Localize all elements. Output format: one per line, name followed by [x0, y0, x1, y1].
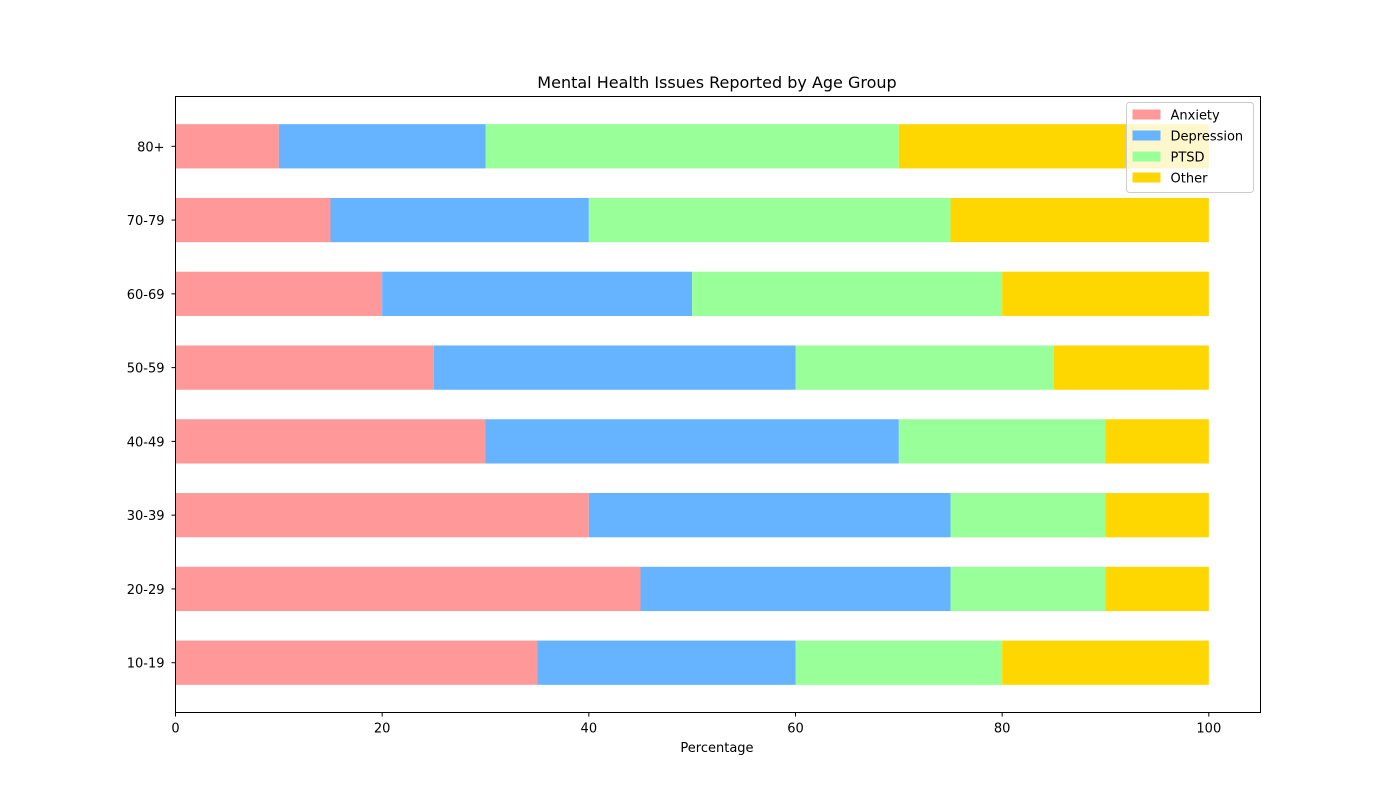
bar-ptsd-10-19 [795, 640, 1003, 685]
y-tick-label: 10-19 [127, 657, 165, 672]
x-tick-label: 100 [1196, 722, 1221, 737]
bar-anxiety-40-49 [175, 419, 486, 464]
bar-depression-10-19 [537, 640, 796, 685]
bar-ptsd-70-79 [588, 197, 951, 243]
bar-other-40-49 [1105, 419, 1209, 464]
legend-label-other: Other [1171, 172, 1209, 187]
legend-swatch-anxiety [1132, 109, 1161, 120]
bar-depression-60-69 [382, 271, 693, 316]
bar-anxiety-50-59 [175, 345, 434, 390]
bar-ptsd-30-39 [950, 493, 1106, 538]
bar-ptsd-40-49 [898, 419, 1106, 464]
legend: Anxiety Depression PTSD Other [1126, 102, 1254, 193]
x-tick-label: 40 [581, 722, 598, 737]
x-tick-label: 20 [374, 722, 391, 737]
bar-other-50-59 [1053, 345, 1209, 390]
bar-ptsd-50-59 [795, 345, 1054, 390]
y-tick-label: 50-59 [127, 362, 165, 377]
legend-swatch-other [1132, 172, 1161, 183]
bars-layer [175, 124, 1209, 685]
bar-anxiety-80+ [175, 124, 279, 169]
bar-depression-80+ [278, 124, 486, 169]
bar-ptsd-80+ [485, 124, 899, 169]
bar-other-20-29 [1105, 566, 1209, 612]
axes-frame [175, 96, 1261, 713]
legend-box [1126, 102, 1254, 193]
legend-label-anxiety: Anxiety [1171, 109, 1221, 124]
bar-other-70-79 [950, 197, 1209, 243]
bar-other-30-39 [1105, 493, 1209, 538]
legend-label-depression: Depression [1171, 130, 1244, 145]
bar-other-10-19 [1002, 640, 1209, 685]
y-tick-label: 40-49 [127, 435, 165, 450]
bar-anxiety-70-79 [175, 197, 331, 243]
x-tick-label: 80 [994, 722, 1011, 737]
bar-anxiety-10-19 [175, 640, 538, 685]
bar-ptsd-20-29 [950, 566, 1106, 612]
bar-ptsd-60-69 [692, 271, 1003, 316]
bar-other-60-69 [1002, 271, 1209, 316]
bar-depression-40-49 [485, 419, 899, 464]
chart-title: Mental Health Issues Reported by Age Gro… [537, 73, 896, 92]
x-tick-label: 0 [171, 722, 179, 737]
legend-label-ptsd: PTSD [1171, 151, 1205, 166]
y-tick-label: 70-79 [127, 214, 165, 229]
y-tick-label: 60-69 [127, 288, 165, 303]
x-tick-label: 60 [787, 722, 804, 737]
x-axis-label: Percentage [680, 741, 753, 756]
bar-depression-20-29 [640, 566, 951, 612]
bar-anxiety-20-29 [175, 566, 641, 612]
bar-anxiety-60-69 [175, 271, 383, 316]
x-axis: 0 20 40 60 80 100 [171, 712, 1221, 737]
y-tick-label: 20-29 [127, 583, 165, 598]
bar-depression-50-59 [433, 345, 796, 390]
bar-depression-30-39 [588, 493, 951, 538]
bar-anxiety-30-39 [175, 493, 589, 538]
y-axis: 10-19 20-29 30-39 40-49 50-59 60-69 70-79 80+ [127, 140, 176, 672]
y-tick-label: 30-39 [127, 509, 165, 524]
legend-swatch-depression [1132, 130, 1161, 141]
legend-swatch-ptsd [1132, 151, 1161, 162]
y-tick-label: 80+ [137, 140, 164, 155]
bar-depression-70-79 [330, 197, 589, 243]
